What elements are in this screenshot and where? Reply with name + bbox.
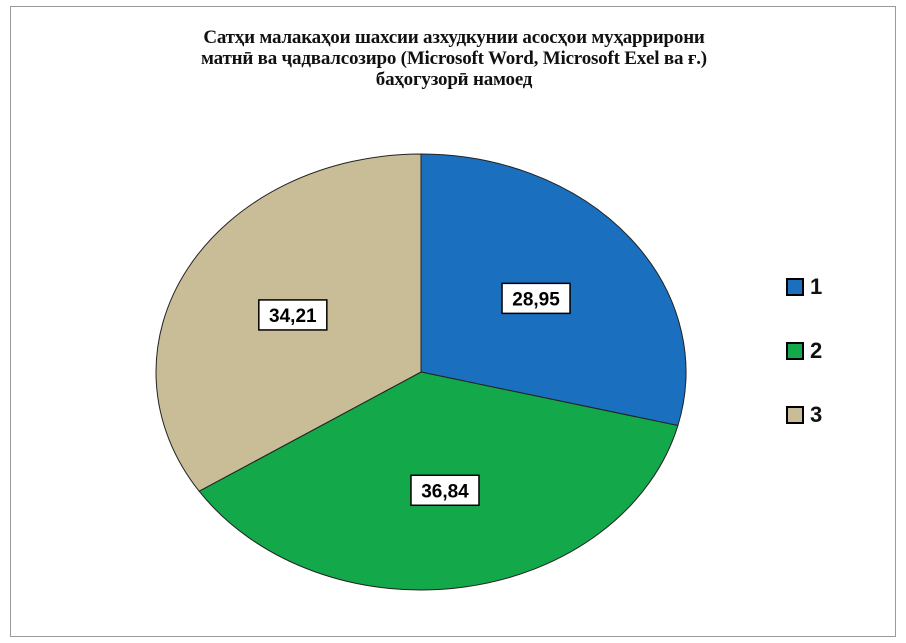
chart-title: Сатҳи малакаҳои шахсии азхудкунии асосҳо…	[11, 27, 897, 90]
chart-title-line-3: баҳогузорӣ намоед	[375, 69, 533, 90]
data-label-1: 28,95	[501, 282, 571, 315]
legend: 1 2 3	[786, 271, 822, 463]
legend-swatch-2	[786, 342, 804, 360]
data-label-3: 34,21	[258, 299, 328, 331]
data-label-2: 36,84	[410, 474, 480, 507]
data-label-text-3: 34,21	[269, 306, 317, 327]
legend-item-1: 1	[786, 271, 822, 303]
legend-label-3: 3	[810, 402, 823, 427]
chart-title-line-2: матнӣ ва ҷадвалсозиро (Microsoft Word, M…	[201, 48, 707, 69]
data-label-text-2: 36,84	[421, 481, 469, 502]
data-label-box-3	[258, 299, 328, 331]
legend-swatch-3	[786, 406, 804, 424]
legend-label-1: 1	[810, 274, 823, 299]
legend-swatch-1	[786, 278, 804, 296]
data-label-text-1: 28,95	[512, 289, 560, 310]
chart-title-line-1: Сатҳи малакаҳои шахсии азхудкунии асосҳо…	[203, 27, 705, 48]
data-label-box-2	[410, 474, 480, 507]
legend-item-3: 3	[786, 399, 822, 431]
legend-label-2: 2	[810, 338, 823, 363]
data-label-box-1	[501, 282, 571, 315]
legend-item-2: 2	[786, 335, 822, 367]
